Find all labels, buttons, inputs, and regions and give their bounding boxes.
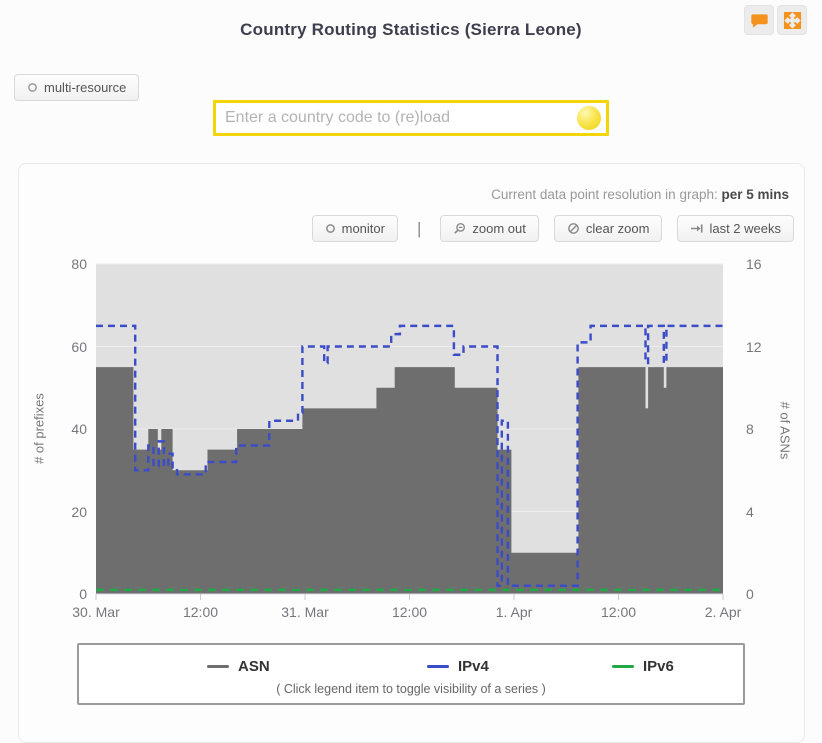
zoom-out-button[interactable]: zoom out xyxy=(440,215,539,242)
y-left-tick: 40 xyxy=(71,421,87,437)
last-2-weeks-label: last 2 weeks xyxy=(709,221,781,236)
y-right-tick: 4 xyxy=(746,504,754,520)
monitor-button[interactable]: monitor xyxy=(311,215,398,242)
y-left-tick: 20 xyxy=(71,504,87,520)
chat-bubble-icon xyxy=(750,11,769,30)
x-tick-label: 30. Mar xyxy=(72,604,120,620)
legend-hint: ( Click legend item to toggle visibility… xyxy=(276,682,546,696)
y-right-tick: 16 xyxy=(746,256,762,272)
expand-arrows-icon xyxy=(783,11,802,30)
y-left-tick: 80 xyxy=(71,256,87,272)
clear-zoom-button[interactable]: clear zoom xyxy=(553,215,663,242)
legend-item-ipv6[interactable]: IPv6 xyxy=(612,658,674,675)
arrow-to-bar-icon xyxy=(690,222,703,235)
x-axis-labels: 30. Mar 12:00 31. Mar 12:00 1. Apr 12:00… xyxy=(72,604,741,622)
y-right-tick: 12 xyxy=(746,339,762,355)
legend-items: ASN IPv4 IPv6 xyxy=(79,658,743,678)
y-right-tick: 0 xyxy=(746,586,754,602)
legend-label: IPv6 xyxy=(643,658,674,675)
ipv6-series-swatch xyxy=(612,664,634,669)
resolution-line: Current data point resolution in graph: … xyxy=(491,187,789,202)
country-input-wrap xyxy=(213,100,609,136)
y-left-tick: 60 xyxy=(71,339,87,355)
asn-series-swatch xyxy=(207,664,229,669)
ipv4-series-swatch xyxy=(427,664,449,669)
x-tick-label: 12:00 xyxy=(600,604,637,620)
legend-item-ipv4[interactable]: IPv4 xyxy=(427,658,489,675)
x-tick-label: 1. Apr xyxy=(495,604,533,620)
chart-legend: ASN IPv4 IPv6 ( Click legend item to tog… xyxy=(77,643,745,705)
routing-statistics-panel: Current data point resolution in graph: … xyxy=(18,163,805,743)
routing-chart-plot[interactable] xyxy=(95,263,724,600)
legend-item-asn[interactable]: ASN xyxy=(207,658,270,675)
resolution-label: Current data point resolution in graph: xyxy=(491,187,722,202)
last-2-weeks-button[interactable]: last 2 weeks xyxy=(677,215,794,242)
clear-zoom-label: clear zoom xyxy=(585,221,650,236)
fullscreen-button[interactable] xyxy=(777,5,807,35)
multi-resource-button[interactable]: multi-resource xyxy=(14,74,140,101)
x-tick-label: 12:00 xyxy=(391,604,428,620)
x-tick-label: 12:00 xyxy=(182,604,219,620)
zoom-out-label: zoom out xyxy=(472,221,526,236)
radio-circle-icon xyxy=(27,82,38,93)
chart-toolbar: monitor | zoom out clear zoom last 2 wee… xyxy=(311,215,794,242)
toolbar-divider: | xyxy=(416,218,422,238)
resolution-value: per 5 mins xyxy=(721,187,789,202)
x-tick-label: 2. Apr xyxy=(704,604,742,620)
slashed-circle-icon xyxy=(567,222,580,235)
legend-label: IPv4 xyxy=(458,658,489,675)
monitor-circle-icon xyxy=(325,223,336,234)
multi-resource-label: multi-resource xyxy=(44,80,127,95)
page-title: Country Routing Statistics (Sierra Leone… xyxy=(240,20,582,39)
magnifier-icon xyxy=(453,222,466,235)
chart-svg xyxy=(95,263,724,600)
feedback-button[interactable] xyxy=(744,5,774,35)
y-left-tick: 0 xyxy=(79,586,87,602)
legend-label: ASN xyxy=(238,658,270,675)
monitor-label: monitor xyxy=(341,221,385,236)
x-tick-label: 31. Mar xyxy=(281,604,329,620)
country-code-input[interactable] xyxy=(216,103,606,133)
y-right-tick: 8 xyxy=(746,421,754,437)
